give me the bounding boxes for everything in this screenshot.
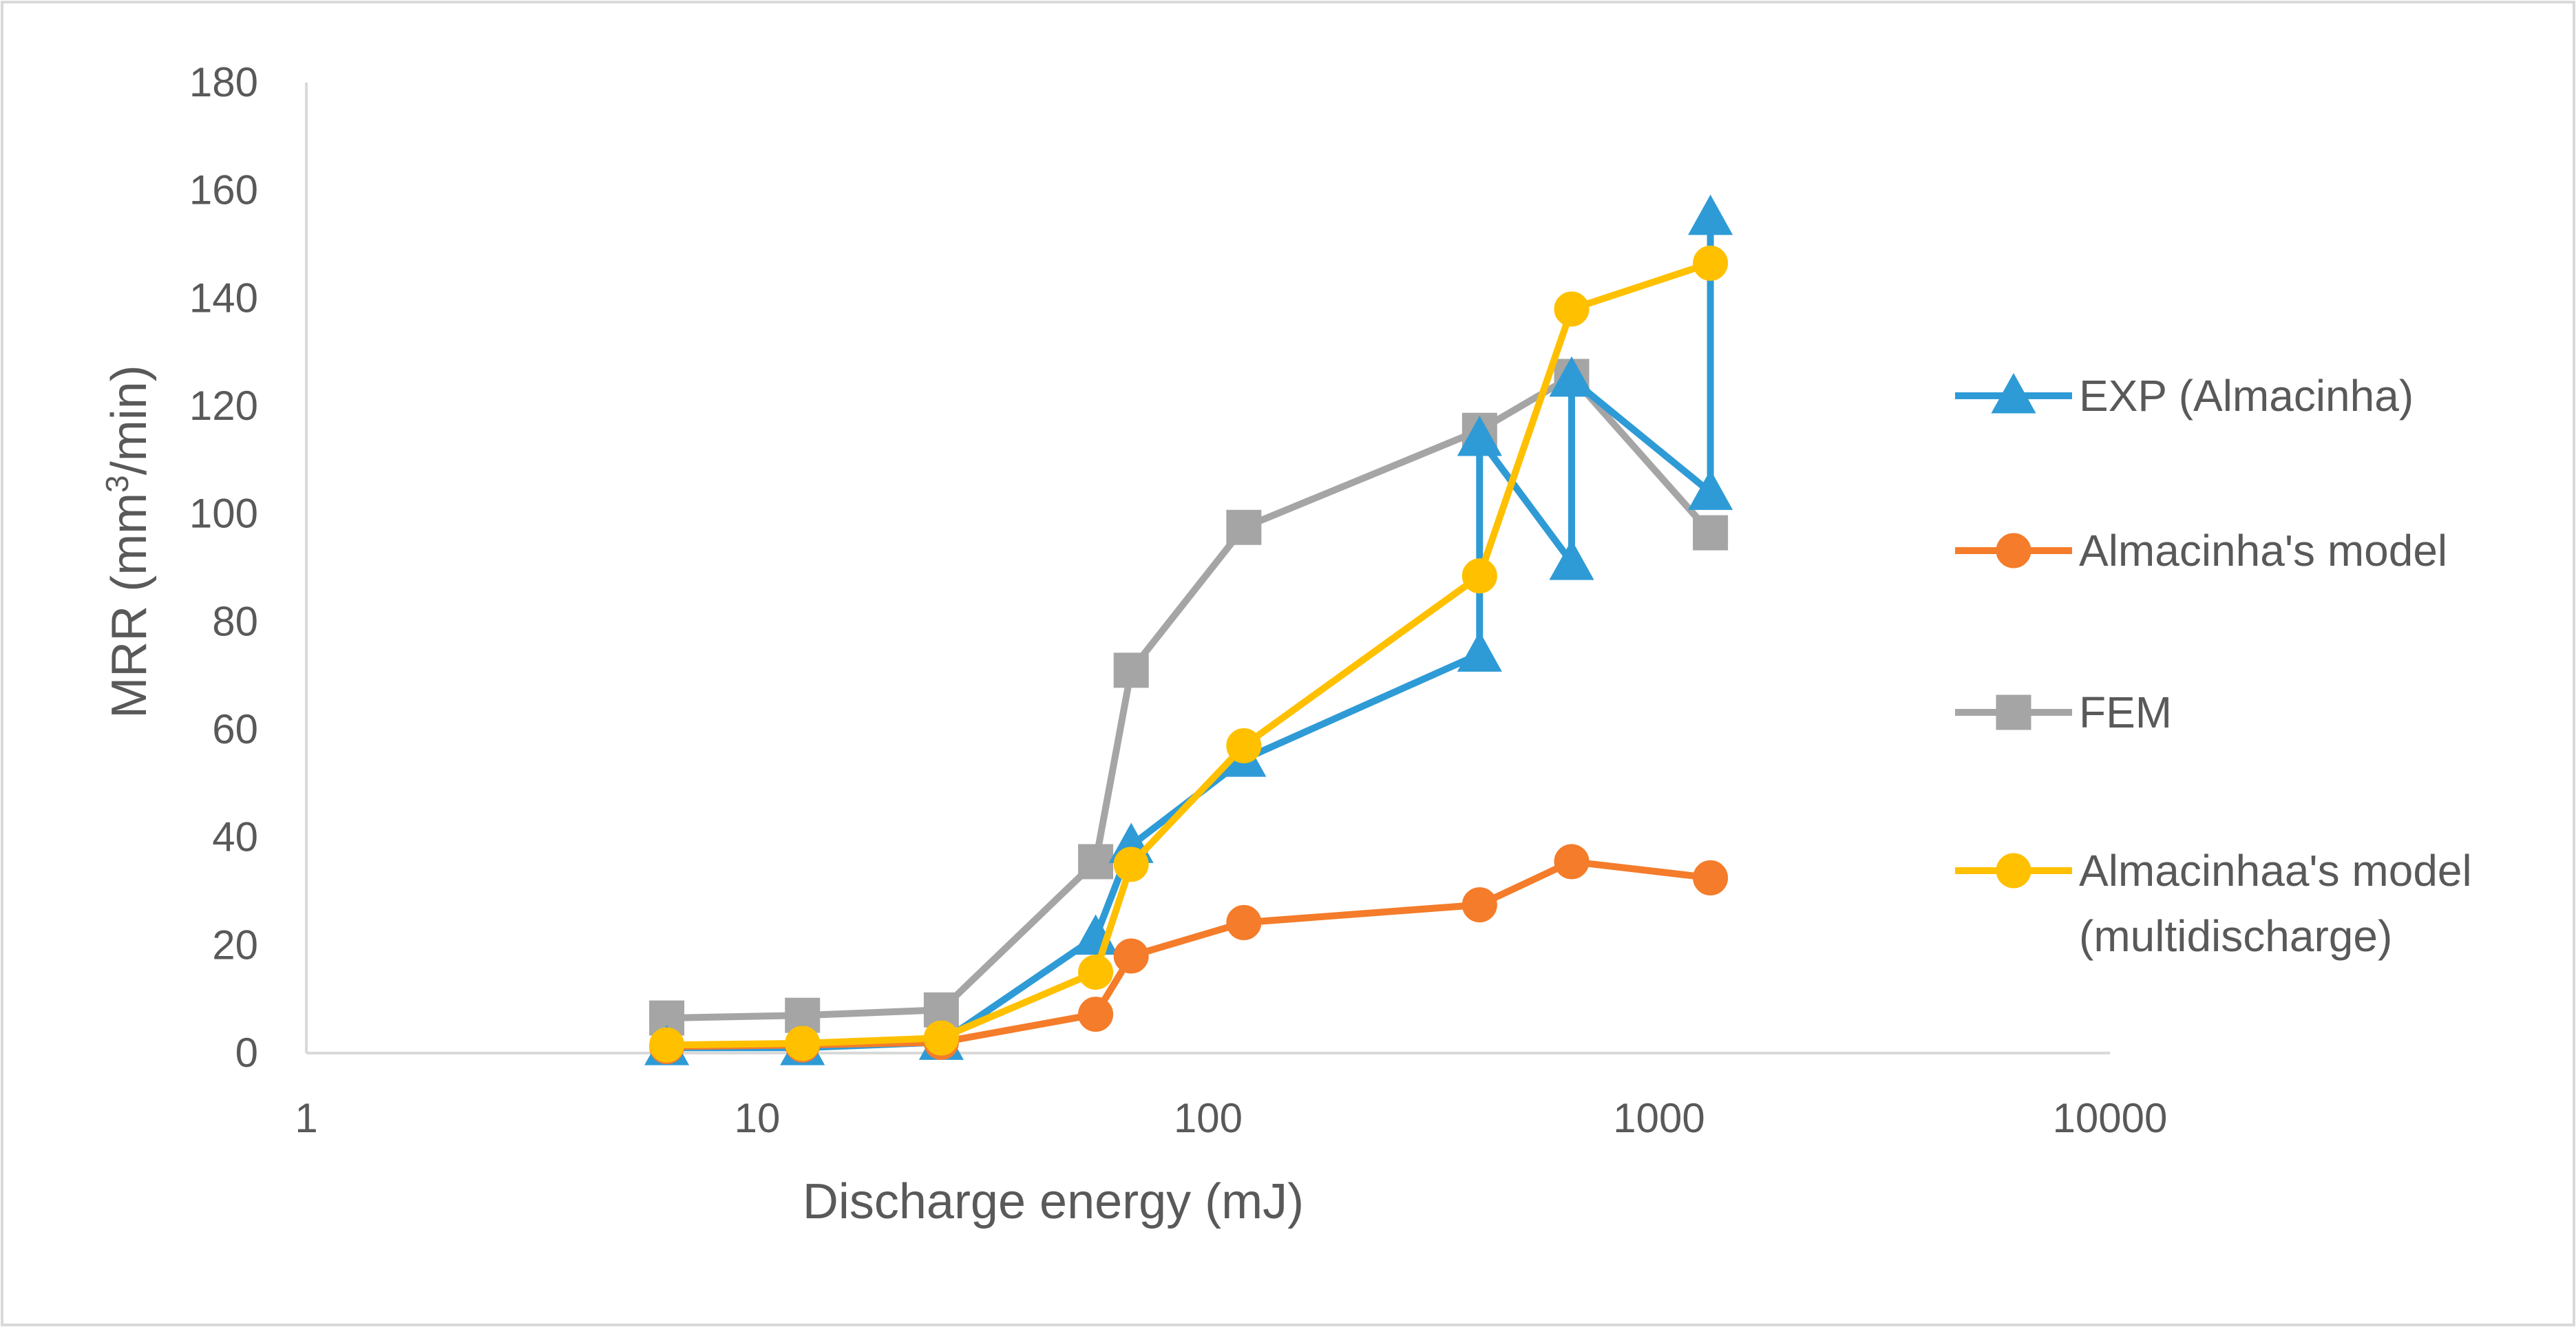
data-point: [1461, 558, 1497, 594]
y-tick-label: 20: [212, 922, 258, 968]
data-point: [923, 1020, 959, 1056]
tick-labels: 0 20 40 60 80 100 120 140 160 180 1 10 100 1000 10000: [189, 59, 2168, 1141]
data-point: [1113, 938, 1149, 974]
y-axis-title: MRR (mm3/min): [99, 365, 157, 719]
data-point: [1078, 955, 1114, 990]
data-point: [1078, 844, 1114, 880]
data-point: [1457, 415, 1502, 456]
data-point: [1693, 515, 1729, 551]
series-line: [663, 259, 1714, 1049]
series-line: [663, 858, 1714, 1050]
y-axis-title-sup: 3: [99, 475, 135, 493]
legend-marker: [1996, 853, 2031, 889]
data-point: [1461, 887, 1497, 923]
data-point: [1693, 860, 1729, 895]
axes: [305, 83, 2110, 1054]
legend-marker: [1996, 533, 2031, 569]
data-point: [1457, 631, 1502, 672]
data-point: [1226, 509, 1262, 545]
data-point: [649, 1027, 685, 1063]
x-axis-title: Discharge energy (mJ): [803, 1174, 1304, 1229]
y-tick-label: 60: [212, 706, 258, 752]
legend-item: Almacinha's model: [1955, 526, 2447, 575]
data-point: [1688, 469, 1733, 510]
series-line: [663, 372, 1714, 1022]
y-tick-label: 0: [235, 1030, 258, 1076]
x-tick-label: 1: [295, 1095, 317, 1141]
data-point: [785, 1026, 821, 1061]
x-tick-label: 10000: [2053, 1095, 2168, 1141]
y-axis-title-main: MRR (mm: [102, 493, 157, 719]
y-tick-label: 40: [212, 814, 258, 860]
legend-label: Almacinhaa's model: [2079, 846, 2472, 895]
data-point: [1226, 904, 1262, 940]
legend-label: FEM: [2079, 688, 2172, 737]
series-square-2: [649, 359, 1729, 1036]
y-tick-label: 180: [189, 59, 258, 105]
y-tick-label: 160: [189, 167, 258, 213]
legend-item: FEM: [1955, 688, 2172, 737]
x-tick-label: 1000: [1613, 1095, 1704, 1141]
legend-item: EXP (Almacinha): [1955, 371, 2414, 421]
legend-marker: [1996, 694, 2031, 730]
data-point: [1113, 847, 1149, 882]
data-point: [1693, 245, 1729, 281]
y-tick-label: 120: [189, 383, 258, 429]
x-tick-label: 100: [1174, 1095, 1243, 1141]
y-tick-label: 100: [189, 491, 258, 537]
series-circle-3: [649, 245, 1729, 1063]
data-point: [1688, 194, 1733, 235]
data-point: [1549, 356, 1594, 397]
data-point: [1554, 291, 1590, 327]
y-axis-title-tail: /min): [102, 365, 157, 475]
legend-label: EXP (Almacinha): [2079, 371, 2414, 421]
series-line: [663, 213, 1714, 1052]
data-point: [1113, 652, 1149, 688]
legend-label: Almacinha's model: [2079, 526, 2447, 575]
legend-item: Almacinhaa's model (multidischarge): [1955, 846, 2472, 961]
data-point: [1549, 540, 1594, 580]
x-tick-label: 10: [735, 1095, 781, 1141]
series-group: [644, 194, 1733, 1065]
legend: EXP (Almacinha) Almacinha's model FEM Almac…: [1955, 371, 2472, 961]
data-point: [1078, 997, 1114, 1032]
y-tick-label: 80: [212, 598, 258, 644]
data-point: [1226, 728, 1262, 763]
legend-marker: [1991, 372, 2036, 414]
data-point: [1554, 844, 1590, 880]
y-tick-label: 140: [189, 275, 258, 321]
legend-label: (multidischarge): [2079, 911, 2392, 961]
